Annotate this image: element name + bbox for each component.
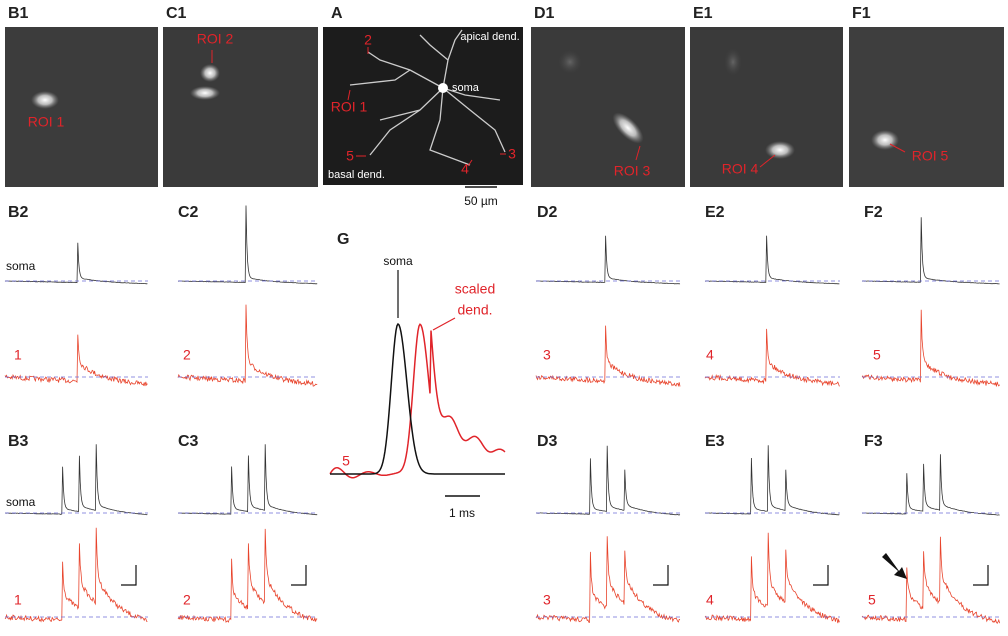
- panel-label: C3: [178, 433, 199, 450]
- roi-label: ROI 1: [331, 99, 368, 115]
- panel-label: D3: [537, 433, 558, 450]
- trace: [4, 527, 148, 623]
- trace: [330, 322, 505, 475]
- trace-label: dend.: [457, 302, 492, 318]
- scale-bar: [653, 565, 669, 586]
- panel-label: D1: [534, 5, 555, 22]
- panel-label: B3: [8, 433, 29, 450]
- image: [163, 27, 318, 187]
- roi-blob: [612, 112, 644, 144]
- trace: [704, 328, 840, 387]
- trace-label: soma: [6, 259, 36, 273]
- roi-number: 1: [14, 347, 22, 363]
- scale-bar: [813, 565, 829, 586]
- trace-label: scaled: [455, 281, 495, 297]
- trace: [704, 235, 840, 285]
- roi-number: 5: [868, 592, 876, 608]
- roi-label: ROI 2: [197, 31, 234, 47]
- trace: [177, 304, 318, 387]
- panel-label: C1: [166, 5, 187, 22]
- roi-number: 3: [543, 347, 551, 363]
- trace: [861, 217, 1000, 285]
- roi-number: 4: [706, 347, 714, 363]
- arrow: [882, 553, 907, 579]
- roi-pointers: [211, 47, 906, 168]
- roi-label: 3: [508, 146, 516, 162]
- roi-label: ROI 3: [614, 163, 651, 179]
- panel-label: F1: [852, 5, 871, 22]
- scale-bar: [291, 565, 307, 586]
- scale-label: 1 ms: [449, 506, 475, 520]
- haze: [724, 48, 742, 76]
- neuron: [349, 29, 506, 166]
- image: [849, 27, 1004, 187]
- trace: [861, 454, 1000, 516]
- trace-label: soma: [6, 495, 36, 509]
- roi-blob: [200, 64, 220, 82]
- annotation: apical dend.: [460, 31, 519, 43]
- image: [531, 27, 685, 187]
- trace: [4, 242, 148, 285]
- panel-label: G: [337, 231, 349, 248]
- panel-label: B1: [8, 5, 29, 22]
- trace: [535, 536, 681, 623]
- panel-label: E1: [693, 5, 713, 22]
- trace: [535, 235, 681, 285]
- labels: B1 C1 A D1 E1 F1 ROI 1 ROI 2 ROI 3 ROI 4…: [6, 5, 948, 607]
- scale-label: 50 µm: [464, 194, 498, 208]
- roi-label: 4: [461, 161, 469, 177]
- trace: [861, 309, 1000, 387]
- images: [5, 27, 1004, 188]
- trace: [705, 445, 840, 516]
- trace: [178, 444, 318, 516]
- trace-label: soma: [383, 254, 413, 268]
- annotation: soma: [452, 82, 480, 94]
- roi-blob: [765, 141, 795, 159]
- roi-label: 2: [364, 32, 372, 48]
- panel-label: E3: [705, 433, 725, 450]
- trace: [329, 323, 506, 479]
- image: [5, 27, 158, 187]
- roi-label: ROI 1: [28, 114, 65, 130]
- trace: [5, 444, 148, 516]
- trace: [536, 445, 681, 516]
- roi-number: 4: [706, 592, 714, 608]
- roi-number: 3: [543, 592, 551, 608]
- panel-label: B2: [8, 204, 29, 221]
- panel-label: F3: [864, 433, 883, 450]
- roi-label: ROI 5: [912, 148, 949, 164]
- panel-label: A: [331, 5, 343, 22]
- roi-number: 5: [342, 453, 350, 469]
- image: [690, 27, 843, 187]
- roi-blob: [31, 91, 59, 109]
- roi-blob: [190, 86, 220, 100]
- annotation: basal dend.: [328, 169, 385, 181]
- panel-label: E2: [705, 204, 725, 221]
- traces: [4, 205, 1000, 625]
- trace: [704, 532, 840, 624]
- trace: [177, 205, 318, 285]
- soma: [438, 83, 448, 93]
- trace: [4, 334, 148, 387]
- panel-label: F2: [864, 204, 883, 221]
- trace: [861, 536, 1000, 625]
- scale-bar: [121, 565, 137, 586]
- roi-number: 2: [183, 592, 191, 608]
- trace: [177, 528, 318, 623]
- roi-label: ROI 4: [722, 161, 759, 177]
- image: [323, 27, 523, 185]
- roi-number: 2: [183, 347, 191, 363]
- scale-bar: [973, 565, 989, 586]
- roi-number: 5: [873, 347, 881, 363]
- panel-label: D2: [537, 204, 558, 221]
- pointer: [432, 317, 456, 331]
- roi-label: 5: [346, 148, 354, 164]
- roi-number: 1: [14, 592, 22, 608]
- trace: [535, 325, 681, 387]
- haze: [558, 50, 582, 74]
- panel-label: C2: [178, 204, 199, 221]
